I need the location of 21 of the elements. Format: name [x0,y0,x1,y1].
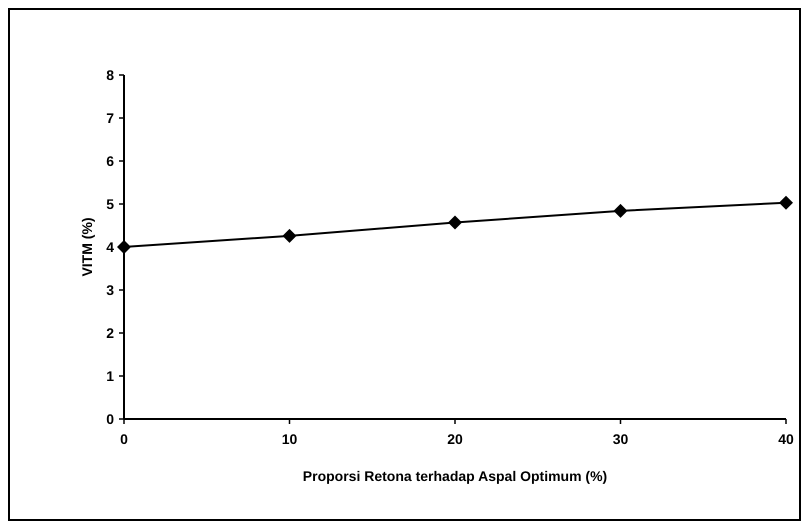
y-axis-title: VITM (%) [79,217,95,277]
x-axis-title: Proporsi Retona terhadap Aspal Optimum (%) [302,468,608,484]
x-tick-label: 20 [447,431,463,447]
y-tick-label: 8 [106,66,114,83]
y-tick-label: 0 [106,410,114,427]
y-tick-label: 5 [106,196,114,212]
y-tick-label: 7 [106,110,114,126]
y-tick-label: 6 [106,152,114,169]
y-tick-label: 3 [106,282,114,298]
y-tick-label: 1 [106,368,114,384]
point [779,196,793,210]
x-tick-label: 0 [120,431,128,447]
point [614,204,628,218]
x-tick-label: 10 [282,431,298,447]
x-tick-label: 40 [778,431,794,447]
y-tick-label: 2 [106,324,114,341]
x-tick-label: 30 [612,431,628,447]
point [448,215,462,230]
point [282,228,296,243]
y-tick-label: 4 [106,238,114,255]
point [117,240,131,254]
